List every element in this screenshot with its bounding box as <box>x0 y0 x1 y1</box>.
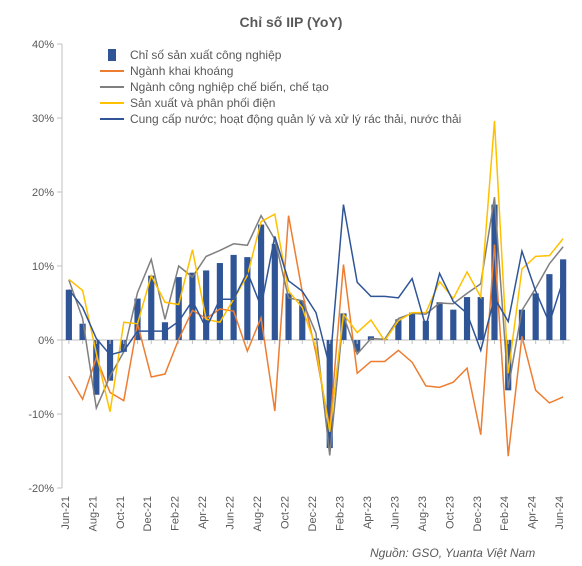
svg-text:20%: 20% <box>32 187 54 199</box>
legend-label: Ngành khai khoáng <box>130 64 233 78</box>
legend-item: Chỉ số sản xuất công nghiệp <box>100 48 461 62</box>
legend-swatch-bar <box>100 49 124 61</box>
legend-item: Ngành công nghiệp chế biến, chế tạo <box>100 80 461 94</box>
legend-item: Ngành khai khoáng <box>100 64 461 78</box>
legend-swatch-line <box>100 113 124 125</box>
svg-text:Oct-21: Oct-21 <box>115 496 127 529</box>
legend-label: Chỉ số sản xuất công nghiệp <box>130 48 281 62</box>
svg-text:Oct-22: Oct-22 <box>280 496 292 529</box>
legend-swatch-line <box>100 65 124 77</box>
legend-swatch-line <box>100 81 124 93</box>
svg-text:Jun-22: Jun-22 <box>225 496 237 530</box>
chart-container: Chỉ số IIP (YoY) Chỉ số sản xuất công ng… <box>0 0 582 566</box>
svg-text:Jun-21: Jun-21 <box>60 496 72 530</box>
svg-text:Dec-21: Dec-21 <box>142 496 154 531</box>
svg-text:40%: 40% <box>32 39 54 51</box>
svg-text:Dec-22: Dec-22 <box>307 496 319 531</box>
legend-swatch-line <box>100 97 124 109</box>
svg-text:-20%: -20% <box>28 483 54 495</box>
svg-text:-10%: -10% <box>28 409 54 421</box>
source-note: Nguồn: GSO, Yuanta Việt Nam <box>370 546 535 560</box>
svg-text:Aug-22: Aug-22 <box>252 496 264 531</box>
svg-text:Aug-21: Aug-21 <box>87 496 99 531</box>
svg-text:Jun-24: Jun-24 <box>554 496 566 530</box>
svg-text:30%: 30% <box>32 113 54 125</box>
svg-text:Aug-23: Aug-23 <box>417 496 429 531</box>
svg-text:Apr-22: Apr-22 <box>197 496 209 529</box>
svg-text:Oct-23: Oct-23 <box>444 496 456 529</box>
legend: Chỉ số sản xuất công nghiệp Ngành khai kh… <box>100 48 461 128</box>
chart-title: Chỉ số IIP (YoY) <box>0 14 582 30</box>
legend-item: Sản xuất và phân phối điện <box>100 96 461 110</box>
svg-text:10%: 10% <box>32 261 54 273</box>
legend-label: Ngành công nghiệp chế biến, chế tạo <box>130 80 329 94</box>
svg-text:Apr-23: Apr-23 <box>362 496 374 529</box>
svg-text:Jun-23: Jun-23 <box>389 496 401 530</box>
svg-text:Feb-23: Feb-23 <box>334 496 346 531</box>
legend-label: Sản xuất và phân phối điện <box>130 96 275 110</box>
legend-item: Cung cấp nước; hoạt động quản lý và xử l… <box>100 112 461 126</box>
svg-text:0%: 0% <box>38 335 54 347</box>
svg-text:Dec-23: Dec-23 <box>472 496 484 531</box>
svg-text:Feb-22: Feb-22 <box>170 496 182 531</box>
svg-text:Feb-24: Feb-24 <box>499 496 511 531</box>
legend-label: Cung cấp nước; hoạt động quản lý và xử l… <box>130 112 461 126</box>
svg-text:Apr-24: Apr-24 <box>527 496 539 529</box>
